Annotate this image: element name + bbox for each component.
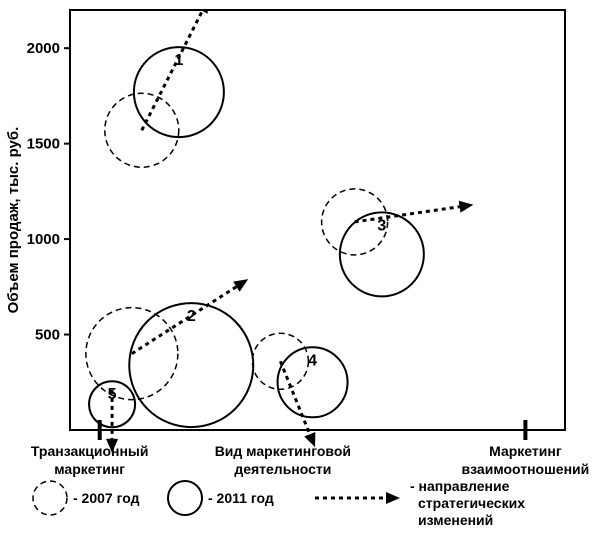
legend-swatch-2011 <box>168 481 202 515</box>
bubble-label: 4 <box>308 352 317 369</box>
y-tick-label: 1500 <box>27 136 60 153</box>
x-category-label: Вид маркетинговой <box>215 443 351 459</box>
direction-arrow <box>355 201 474 222</box>
legend-direction-line: изменений <box>418 512 493 528</box>
legend-swatch-2007 <box>33 481 67 515</box>
chart-container: 500 1000 1500 2000 Объем продаж, тыс. руб. 1 2… <box>0 0 600 559</box>
y-axis-title: Объем продаж, тыс. руб. <box>5 127 22 314</box>
bubble-label: 3 <box>377 217 386 234</box>
direction-arrow <box>315 492 400 504</box>
y-tick-label: 1000 <box>27 231 60 248</box>
legend-direction-line: стратегических <box>418 495 525 511</box>
bubble-label: 5 <box>108 386 117 403</box>
bubble-chart-svg: 500 1000 1500 2000 Объем продаж, тыс. руб. 1 2… <box>0 0 600 559</box>
mask <box>0 0 600 9</box>
mask <box>566 0 600 431</box>
x-category-label: взаимоотношений <box>462 461 590 477</box>
legend-direction-line: - направление <box>410 478 510 494</box>
plot-frame <box>70 10 565 430</box>
bubble-label: 1 <box>174 52 183 69</box>
legend-label-2011: - 2011 год <box>208 490 274 506</box>
x-category-label: деятельности <box>234 461 331 477</box>
plot-frame-top <box>70 10 565 430</box>
y-tick-label: 500 <box>35 327 60 344</box>
legend-label-2007: - 2007 год <box>73 490 140 506</box>
x-category-label: маркетинг <box>54 461 125 477</box>
x-category-label: Маркетинг <box>489 443 562 459</box>
y-tick-label: 2000 <box>27 40 60 57</box>
x-category-label: Транзакционный <box>31 443 149 459</box>
bubble-label: 2 <box>187 308 196 325</box>
